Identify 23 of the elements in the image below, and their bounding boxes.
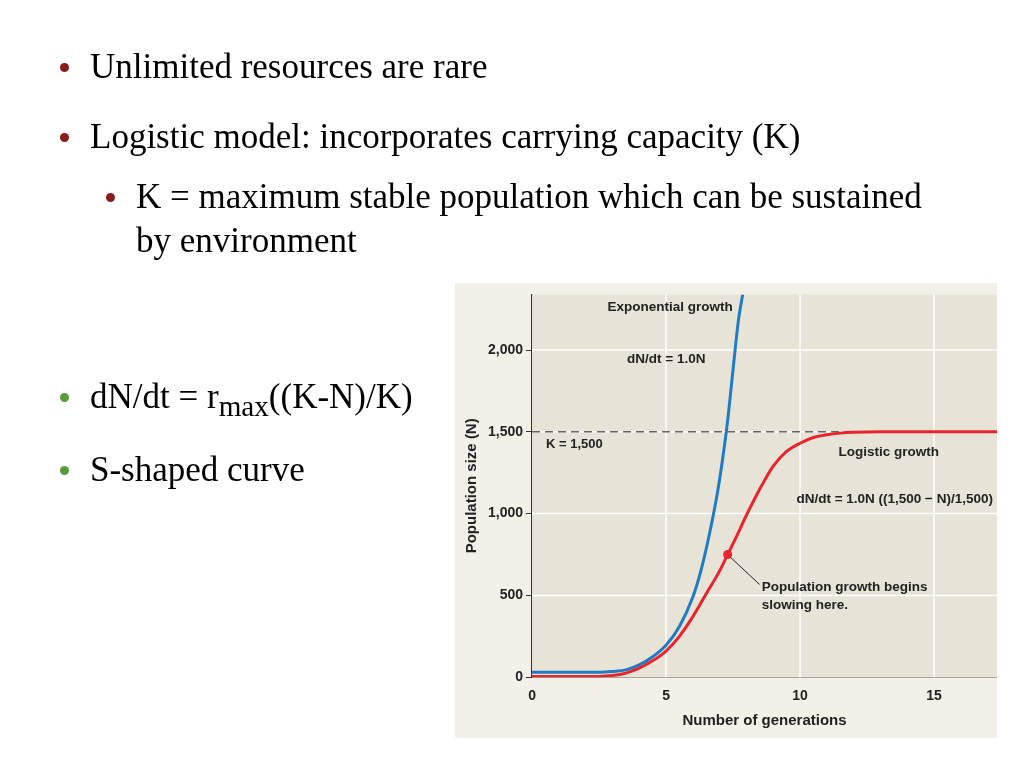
text: dN/dt = r$_{max}$((K-N)/K): [90, 377, 413, 422]
annotation: dN/dt = 1.0N ((1,500 − N)/1,500): [796, 490, 993, 506]
series-label: Exponential growth: [607, 298, 733, 314]
y-tick-label: 1,000: [487, 504, 524, 521]
text: S-shaped curve: [90, 450, 305, 489]
series-label: Logistic growth: [838, 444, 939, 460]
y-tick-label: 1,500: [487, 422, 524, 439]
x-axis-title: Number of generations: [682, 711, 847, 729]
annotation: dN/dt = 1.0N: [627, 350, 706, 366]
y-axis-title: Population size (N): [462, 418, 480, 554]
y-tick-label: 2,000: [487, 340, 524, 357]
text: Unlimited resources are rare: [90, 46, 489, 88]
x-tick-label: 10: [792, 687, 809, 704]
text: K = maximum stable population which can be sustained by environment: [136, 176, 923, 262]
x-tick-label: 5: [662, 687, 671, 704]
y-tick-label: 0: [515, 668, 524, 685]
line-series: [532, 294, 745, 674]
x-tick-label: 0: [528, 687, 537, 704]
annotation: Population growth begins slowing here.: [761, 578, 928, 612]
x-tick-label: 15: [926, 687, 943, 704]
ref-line-label: K = 1,500: [546, 435, 603, 451]
y-tick-label: 500: [499, 586, 524, 603]
text: Logistic model: incorporates carrying capacity (K): [90, 116, 802, 158]
